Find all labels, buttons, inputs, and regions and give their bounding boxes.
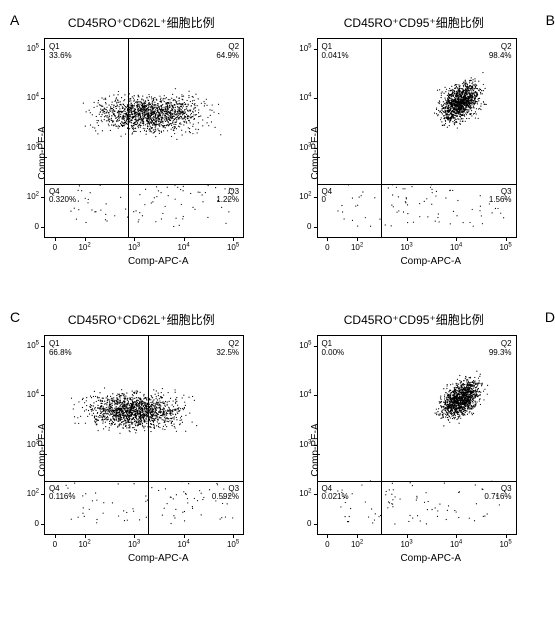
quadrant-label: Q133.6% — [49, 43, 72, 61]
panel-letter: A — [10, 12, 19, 28]
quadrant-label: Q298.4% — [489, 43, 512, 61]
panel-title: CD45RO⁺CD62L⁺细胞比例 — [10, 14, 273, 31]
quadrant-label: Q10.00% — [321, 340, 344, 358]
panel-C: CCD45RO⁺CD62L⁺细胞比例 Q166.8% Q232.5% Q40.116%… — [10, 307, 273, 564]
quadrant-label: Q264.9% — [216, 43, 239, 61]
panel-title: CD45RO⁺CD95⁺细胞比例 — [283, 14, 546, 31]
scatter-plot: Q10.041%Q298.4%Q40Q31.56%010210310410501… — [317, 38, 517, 238]
x-axis-label: Comp-APC-A — [317, 553, 546, 564]
panel-title: CD45RO⁺CD62L⁺细胞比例 — [10, 311, 273, 328]
quadrant-label: Q40 — [321, 188, 332, 206]
quadrant-label: Q30.716% — [484, 485, 511, 503]
quadrant-label: Q31.56% — [489, 188, 512, 206]
quadrant-label: Q40.320% — [49, 188, 76, 206]
y-axis-label: Comp-PE-A — [37, 126, 48, 179]
quadrant-label: Q40.116% — [49, 485, 76, 503]
quadrant-label: Q10.041% — [321, 43, 348, 61]
panel-D: DCD45RO⁺CD95⁺细胞比例Q10.00%Q299.3%Q40.021%Q… — [283, 307, 546, 564]
panel-A: ACD45RO⁺CD62L⁺细胞比例 Q133.6% Q264.9% Q40.320%… — [10, 10, 273, 267]
x-axis-label: Comp-APC-A — [317, 256, 546, 267]
quadrant-label: Q31.22% — [216, 188, 239, 206]
figure-grid: ACD45RO⁺CD62L⁺细胞比例Q133.6%Q264.9%Q40.320%… — [10, 10, 545, 564]
scatter-plot: Q133.6%Q264.9%Q40.320%Q31.22%01021031041… — [44, 38, 244, 238]
panel-title: CD45RO⁺CD95⁺细胞比例 — [283, 311, 546, 328]
quadrant-label: Q166.8% — [49, 340, 72, 358]
scatter-plot: Q10.00%Q299.3%Q40.021%Q30.716%0102103104… — [317, 335, 517, 535]
panel-letter: C — [10, 309, 20, 325]
x-axis-label: Comp-APC-A — [44, 256, 273, 267]
panel-letter: B — [546, 12, 555, 28]
quadrant-label: Q232.5% — [216, 340, 239, 358]
y-axis-label: Comp-PE-A — [310, 126, 321, 179]
scatter-plot: Q166.8%Q232.5%Q40.116%Q30.592%0102103104… — [44, 335, 244, 535]
panel-letter: D — [545, 309, 555, 325]
x-axis-label: Comp-APC-A — [44, 553, 273, 564]
y-axis-label: Comp-PE-A — [37, 423, 48, 476]
quadrant-label: Q40.021% — [321, 485, 348, 503]
quadrant-label: Q299.3% — [489, 340, 512, 358]
panel-B: BCD45RO⁺CD95⁺细胞比例Q10.041%Q298.4%Q40Q31.5… — [283, 10, 546, 267]
quadrant-label: Q30.592% — [212, 485, 239, 503]
y-axis-label: Comp-PE-A — [310, 423, 321, 476]
